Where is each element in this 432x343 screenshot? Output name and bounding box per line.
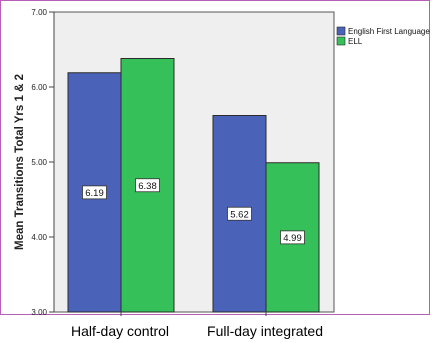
y-axis: 3.00 4.00 5.00 6.00 7.00 <box>31 8 55 316</box>
legend-label: English First Language <box>348 27 430 36</box>
legend-label: ELL <box>348 37 363 46</box>
x-category-label: Half-day control <box>70 323 170 339</box>
data-label: 6.38 <box>138 181 157 192</box>
data-label: 6.19 <box>85 188 104 199</box>
y-tick-label: 7.00 <box>31 8 47 17</box>
data-label: 5.62 <box>230 209 249 220</box>
bars: 6.19 6.38 5.62 4.99 <box>67 58 320 316</box>
data-label-box <box>82 185 107 200</box>
data-label-box <box>135 178 160 193</box>
y-tick-label: 5.00 <box>31 158 47 167</box>
bar-chart: 3.00 4.00 5.00 6.00 7.00 Mean Transitions To… <box>14 8 430 316</box>
legend-swatch <box>336 36 346 46</box>
legend-swatch <box>336 26 346 36</box>
chart-frame: 3.00 4.00 5.00 6.00 7.00 Mean Transitions To… <box>0 0 430 316</box>
x-category-label: Full-day integrated <box>207 323 323 339</box>
y-tick-label: 3.00 <box>31 308 47 316</box>
data-label-box <box>227 206 252 221</box>
y-axis-label: Mean Transitions Total Yrs 1 & 2 <box>14 74 26 250</box>
y-tick-label: 4.00 <box>31 233 47 242</box>
y-tick-label: 6.00 <box>31 83 47 92</box>
data-label: 4.99 <box>283 233 302 244</box>
data-label-box <box>280 230 305 245</box>
bar <box>212 115 267 313</box>
